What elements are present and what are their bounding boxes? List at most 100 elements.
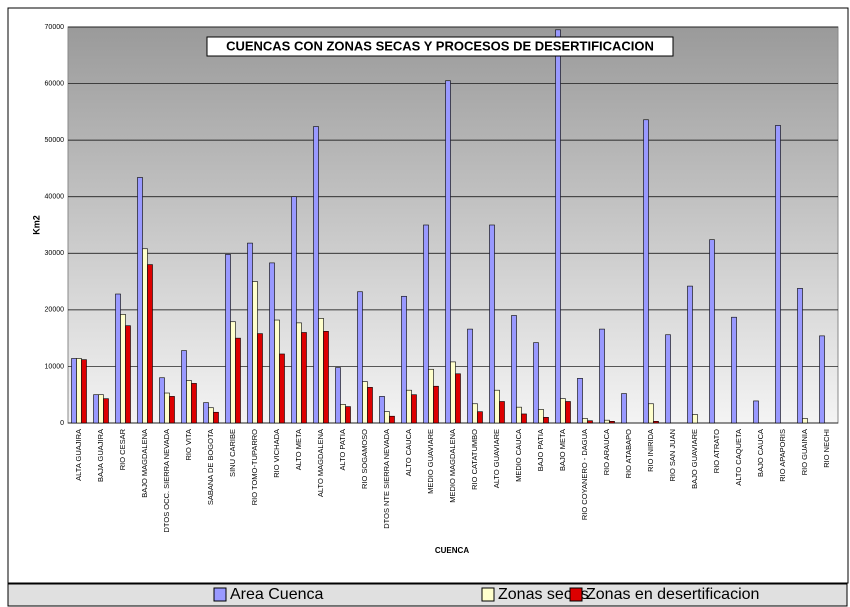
chart-title: CUENCAS CON ZONAS SECAS Y PROCESOS DE DE… (226, 38, 654, 53)
bar (362, 381, 368, 424)
x-tick-label: BAJO MAGDALENA (140, 429, 149, 498)
y-tick-label: 60000 (45, 80, 65, 87)
bar (499, 401, 505, 424)
bar (775, 125, 781, 424)
x-tick-label: BAJO META (558, 429, 567, 471)
bar (142, 248, 148, 424)
bar (467, 328, 473, 424)
bar (665, 334, 671, 424)
bar (433, 385, 439, 424)
bar (257, 333, 263, 424)
y-tick-label: 30000 (45, 250, 65, 257)
bar (401, 295, 407, 424)
bar (357, 291, 363, 424)
bar (802, 418, 808, 424)
y-tick-label: 50000 (45, 137, 65, 144)
x-tick-label: SINU CARIBE (228, 429, 237, 477)
x-tick-label: ALTO PATIA (338, 429, 347, 471)
bar (472, 403, 478, 424)
legend-label: Zonas en desertificacion (586, 586, 759, 603)
bar (345, 406, 351, 424)
bar (560, 398, 566, 424)
legend-swatch (569, 587, 583, 602)
bar (235, 337, 241, 424)
bar (301, 332, 307, 424)
bar (340, 404, 346, 424)
bar (203, 402, 209, 424)
bar (709, 239, 715, 424)
bar (621, 393, 627, 424)
bar (604, 419, 610, 424)
bar (120, 314, 126, 424)
x-tick-label: BAJO PATIA (536, 429, 545, 471)
x-tick-label: RIO INIRIDA (646, 429, 655, 472)
bar (335, 367, 341, 424)
bar (93, 394, 99, 424)
x-tick-label: ALTO CAUCA (404, 429, 413, 476)
bar (477, 411, 483, 424)
bar (687, 285, 693, 424)
bar (384, 411, 390, 424)
x-tick-label: RIO ATABAPO (624, 429, 633, 478)
bar (230, 321, 236, 424)
bar (411, 394, 417, 424)
y-tick-label: 10000 (45, 363, 65, 370)
bar (181, 350, 187, 424)
bar (648, 403, 654, 424)
bar (115, 293, 121, 424)
y-axis-label: Km2 (31, 215, 41, 235)
legend-swatch (213, 587, 227, 602)
bar (103, 398, 109, 424)
bar (291, 196, 297, 424)
bar (406, 389, 412, 424)
y-tick-label: 40000 (45, 194, 65, 201)
bar (81, 359, 87, 424)
x-tick-label: ALTO MAGDALENA (316, 429, 325, 497)
bar (225, 254, 231, 424)
x-tick-label: SABANA DE BOGOTA (206, 429, 215, 505)
bar (511, 315, 517, 424)
x-tick-label: MEDIO GUAVIARE (426, 429, 435, 494)
x-tick-label: BAJO CAUCA (756, 429, 765, 477)
x-tick-label: RIO SAN JUAN (668, 429, 677, 482)
bar (609, 421, 615, 424)
legend-label: Area Cuenca (230, 586, 323, 603)
x-tick-label: RIO SOGAMOSO (360, 429, 369, 489)
bar (577, 378, 583, 424)
bar (819, 335, 825, 424)
x-tick-label: ALTA GUAJIRA (74, 429, 83, 481)
y-tick-label: 70000 (45, 24, 65, 31)
bar (137, 177, 143, 424)
x-tick-label: RIO VITA (184, 429, 193, 461)
bar (731, 316, 737, 424)
y-tick-label: 0 (60, 420, 64, 427)
bar (389, 415, 395, 424)
bar (582, 418, 588, 424)
x-tick-label: RIO CESAR (118, 428, 127, 470)
bar (125, 325, 131, 424)
x-tick-label: ALTO META (294, 429, 303, 470)
bar (516, 406, 522, 424)
x-tick-label: DTOS OCC. SIERRA NEVADA (162, 429, 171, 533)
bar (252, 281, 258, 424)
bar (797, 288, 803, 424)
bar (428, 368, 434, 424)
bar (71, 358, 77, 424)
bar (555, 29, 561, 424)
x-tick-label: RIO ARAUCA (602, 429, 611, 475)
x-tick-label: RIO COYANERO - DAGUA (580, 429, 589, 520)
x-tick-label: MEDIO MAGDALENA (448, 429, 457, 503)
legend-label: Zonas secas (498, 586, 589, 603)
bar (643, 119, 649, 424)
bar (423, 224, 429, 424)
bar (543, 417, 549, 424)
x-axis-label: CUENCA (435, 546, 469, 555)
x-tick-label: RIO VICHADA (272, 429, 281, 478)
bar (379, 396, 385, 424)
bar (98, 394, 104, 424)
bar (692, 414, 698, 424)
bar (455, 373, 461, 424)
bar (208, 407, 214, 424)
bar (279, 353, 285, 424)
